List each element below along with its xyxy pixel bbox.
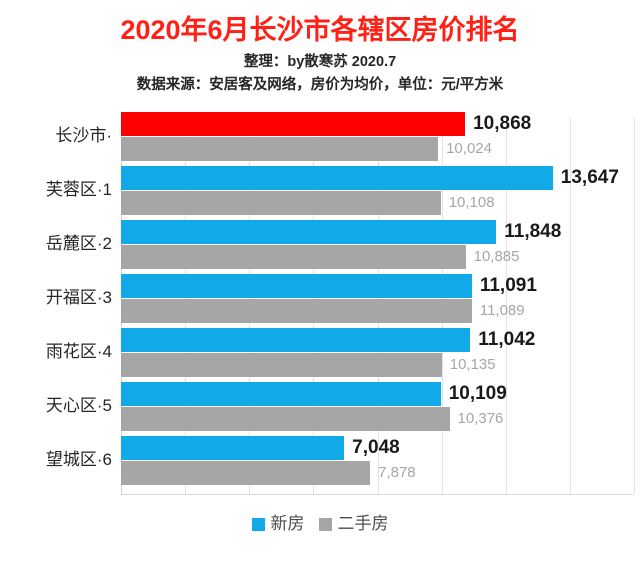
bar-value-new-house: 11,042 (478, 329, 536, 350)
bar-row[interactable]: 芙蓉区·1 13,647 10,108 (0, 166, 640, 220)
bar-value-used-house: 7,878 (378, 464, 416, 481)
plot-area: 长沙市· 10,868 10,024 芙蓉区·1 13,647 10,108 岳麓区·2 11… (0, 112, 640, 495)
chart-subtitle-source: 数据来源：安居客及网络，房价为均价，单位：元/平方米 (136, 77, 504, 93)
bar-row[interactable]: 天心区·5 10,109 10,376 (0, 382, 640, 436)
bar-group: 11,091 11,089 (121, 274, 640, 328)
bar-used-house[interactable] (121, 137, 439, 161)
bar-wrap-new-house: 11,091 (121, 274, 640, 298)
bar-wrap-new-house: 10,868 (121, 112, 640, 136)
bar-new-house-highlight[interactable] (121, 112, 466, 136)
bar-row[interactable]: 岳麓区·2 11,848 10,885 (0, 220, 640, 274)
category-label: 天心区·5 (45, 396, 112, 415)
bar-group: 10,868 10,024 (121, 112, 640, 166)
bar-value-new-house: 7,048 (352, 437, 400, 458)
bar-group: 11,042 10,135 (121, 328, 640, 382)
bar-row[interactable]: 开福区·3 11,091 11,089 (0, 274, 640, 328)
chart-header: 2020年6月长沙市各辖区房价排名 整理：by散寒苏 2020.7 数据来源：安… (0, 0, 640, 95)
bar-new-house[interactable] (121, 436, 345, 460)
bar-wrap-new-house: 11,042 (121, 328, 640, 352)
bar-value-used-house: 11,089 (479, 302, 525, 319)
legend-label: 二手房 (337, 514, 389, 533)
category-label: 雨花区·4 (45, 342, 112, 361)
bar-new-house[interactable] (121, 382, 441, 406)
bar-new-house[interactable] (121, 274, 472, 298)
bar-value-used-house: 10,024 (446, 140, 492, 157)
chart-legend: 新房 二手房 (0, 514, 640, 534)
bar-row[interactable]: 望城区·6 7,048 7,878 (0, 436, 640, 490)
bar-wrap-new-house: 11,848 (121, 220, 640, 244)
bar-used-house[interactable] (121, 461, 371, 485)
bar-wrap-used-house: 10,024 (121, 137, 640, 161)
bar-used-house[interactable] (121, 191, 441, 215)
legend-swatch-icon (251, 517, 265, 531)
bar-value-used-house: 10,376 (457, 410, 504, 427)
bar-value-used-house: 10,885 (473, 248, 520, 265)
bar-wrap-used-house: 10,376 (121, 407, 640, 431)
bar-wrap-used-house: 10,885 (121, 245, 640, 269)
bar-value-new-house: 13,647 (560, 167, 619, 188)
bar-used-house[interactable] (121, 299, 472, 323)
legend-swatch-icon (318, 517, 332, 531)
bar-wrap-used-house: 10,108 (121, 191, 640, 215)
bar-row[interactable]: 雨花区·4 11,042 10,135 (0, 328, 640, 382)
bar-wrap-used-house: 11,089 (121, 299, 640, 323)
bar-group: 13,647 10,108 (121, 166, 640, 220)
bar-wrap-new-house: 13,647 (121, 166, 640, 190)
bar-group: 7,048 7,878 (121, 436, 640, 490)
bar-wrap-used-house: 7,878 (121, 461, 640, 485)
category-label: 望城区·6 (45, 450, 112, 469)
bar-wrap-used-house: 10,135 (121, 353, 640, 377)
chart-subtitle-author: 整理：by散寒苏 2020.7 (243, 54, 397, 70)
bar-new-house[interactable] (121, 220, 497, 244)
bar-used-house[interactable] (121, 353, 442, 377)
category-label: 芙蓉区·1 (45, 180, 112, 199)
bar-value-used-house: 10,135 (449, 356, 496, 373)
bar-wrap-new-house: 10,109 (121, 382, 640, 406)
category-label: 开福区·3 (45, 288, 112, 307)
bar-value-new-house: 11,091 (479, 275, 537, 296)
bar-value-new-house: 10,868 (473, 113, 532, 134)
bar-new-house[interactable] (121, 166, 553, 190)
bar-group: 11,848 10,885 (121, 220, 640, 274)
category-label: 长沙市· (55, 126, 112, 145)
bar-rows: 长沙市· 10,868 10,024 芙蓉区·1 13,647 10,108 岳麓区·2 11… (0, 112, 640, 490)
bar-wrap-new-house: 7,048 (121, 436, 640, 460)
page-title: 2020年6月长沙市各辖区房价排名 (120, 15, 520, 45)
legend-item[interactable]: 新房 (251, 514, 305, 534)
legend-item[interactable]: 二手房 (318, 514, 389, 534)
x-axis-line (121, 494, 634, 495)
bar-used-house[interactable] (121, 407, 450, 431)
bar-new-house[interactable] (121, 328, 471, 352)
category-label: 岳麓区·2 (45, 234, 112, 253)
bar-group: 10,109 10,376 (121, 382, 640, 436)
bar-value-new-house: 11,848 (504, 221, 562, 242)
bar-value-new-house: 10,109 (448, 383, 507, 404)
bar-used-house[interactable] (121, 245, 466, 269)
legend-label: 新房 (270, 514, 305, 533)
bar-row[interactable]: 长沙市· 10,868 10,024 (0, 112, 640, 166)
bar-value-used-house: 10,108 (448, 194, 495, 211)
